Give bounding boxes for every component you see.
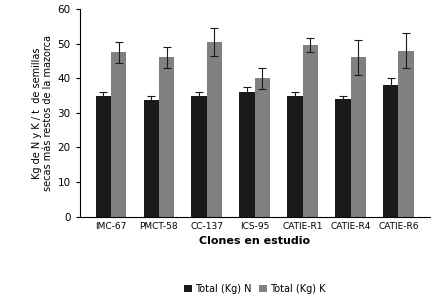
Bar <box>303 45 318 217</box>
Bar <box>383 85 398 217</box>
Bar <box>144 100 159 217</box>
Bar <box>335 99 350 217</box>
X-axis label: Clones en estudio: Clones en estudio <box>199 236 310 246</box>
Bar <box>207 42 222 217</box>
Bar <box>96 96 111 217</box>
Bar <box>288 96 303 217</box>
Legend: Total (Kg) N, Total (Kg) K: Total (Kg) N, Total (Kg) K <box>184 284 325 294</box>
Bar <box>239 92 255 217</box>
Bar <box>111 52 126 217</box>
Bar <box>350 57 366 217</box>
Bar <box>159 57 174 217</box>
Y-axis label: Kg de N y K / t  de semillas
secas más restos de la mazorca: Kg de N y K / t de semillas secas más re… <box>32 35 54 191</box>
Bar <box>191 96 207 217</box>
Bar <box>398 51 414 217</box>
Bar <box>255 78 270 217</box>
